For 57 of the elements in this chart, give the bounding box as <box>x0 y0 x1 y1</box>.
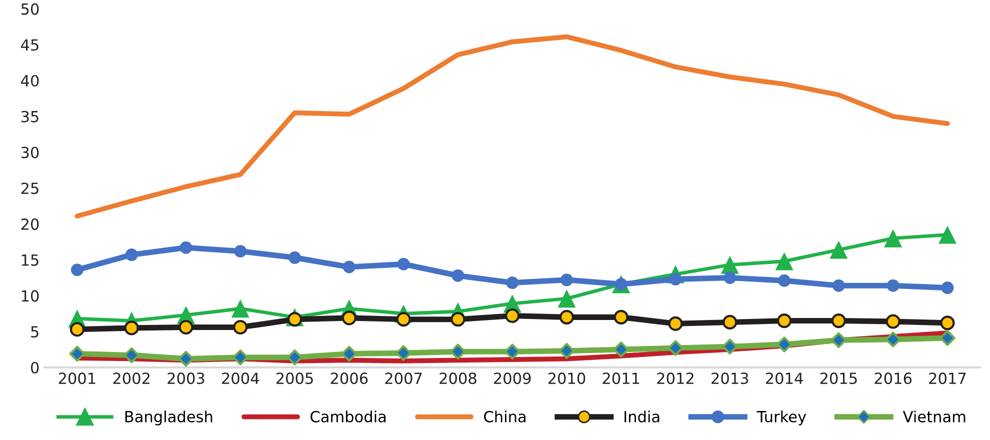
point <box>938 226 956 244</box>
point <box>724 272 736 284</box>
x-tick-label: 2005 <box>276 372 313 384</box>
y-tick-label: 50 <box>21 3 39 15</box>
point <box>180 241 192 254</box>
x-tick-label: 2006 <box>330 372 368 384</box>
y-tick-label: 45 <box>20 39 38 51</box>
point <box>941 282 954 294</box>
x-tick-label: 2003 <box>168 372 204 384</box>
point <box>70 264 84 276</box>
point <box>720 256 739 274</box>
x-tick-label: 2015 <box>820 372 857 384</box>
x-tick-label: 2017 <box>929 372 966 384</box>
y-tick-label: 40 <box>20 74 39 87</box>
legend-label: Vietnam <box>902 410 966 422</box>
point <box>506 276 519 290</box>
line-series <box>74 34 950 218</box>
x-tick-label: 2013 <box>712 372 748 384</box>
point <box>886 279 900 292</box>
point <box>288 251 302 264</box>
legend-label: Turkey <box>756 410 806 426</box>
y-tick-label: 0 <box>30 362 39 374</box>
legend-label: India <box>624 410 660 422</box>
x-tick-label: 2011 <box>602 372 640 384</box>
x-tick-label: 2004 <box>222 372 259 384</box>
point <box>234 244 247 258</box>
point <box>830 240 848 259</box>
point <box>558 290 576 308</box>
y-tick-label: 5 <box>31 326 38 338</box>
x-tick-label: 2012 <box>657 372 694 384</box>
x-tick-label: 2014 <box>766 372 803 384</box>
legend-label: Cambodia <box>310 410 386 422</box>
x-tick-label: 2016 <box>874 372 912 384</box>
x-tick-label: 2009 <box>494 372 531 384</box>
x-tick-label: 2010 <box>548 372 586 384</box>
point <box>231 300 250 318</box>
x-tick-label: 2002 <box>113 372 150 384</box>
y-tick-label: 15 <box>22 254 38 266</box>
y-tick-label: 10 <box>22 290 39 302</box>
point <box>560 274 573 286</box>
point <box>778 274 791 287</box>
y-tick-label: 35 <box>21 110 38 122</box>
point <box>884 229 902 248</box>
legend-label: China <box>484 410 526 422</box>
point <box>452 269 464 282</box>
point <box>775 252 794 270</box>
point <box>397 258 410 270</box>
x-tick-label: 2008 <box>440 372 476 384</box>
y-tick-label: 25 <box>21 182 38 194</box>
point <box>125 248 138 262</box>
point <box>342 260 356 274</box>
y-tick-label: 20 <box>21 218 39 230</box>
legend-label: Bangladesh <box>125 410 212 426</box>
x-tick-label: 2001 <box>58 372 96 384</box>
y-tick-label: 30 <box>21 146 39 158</box>
point <box>832 279 845 292</box>
x-tick-label: 2007 <box>385 372 422 384</box>
